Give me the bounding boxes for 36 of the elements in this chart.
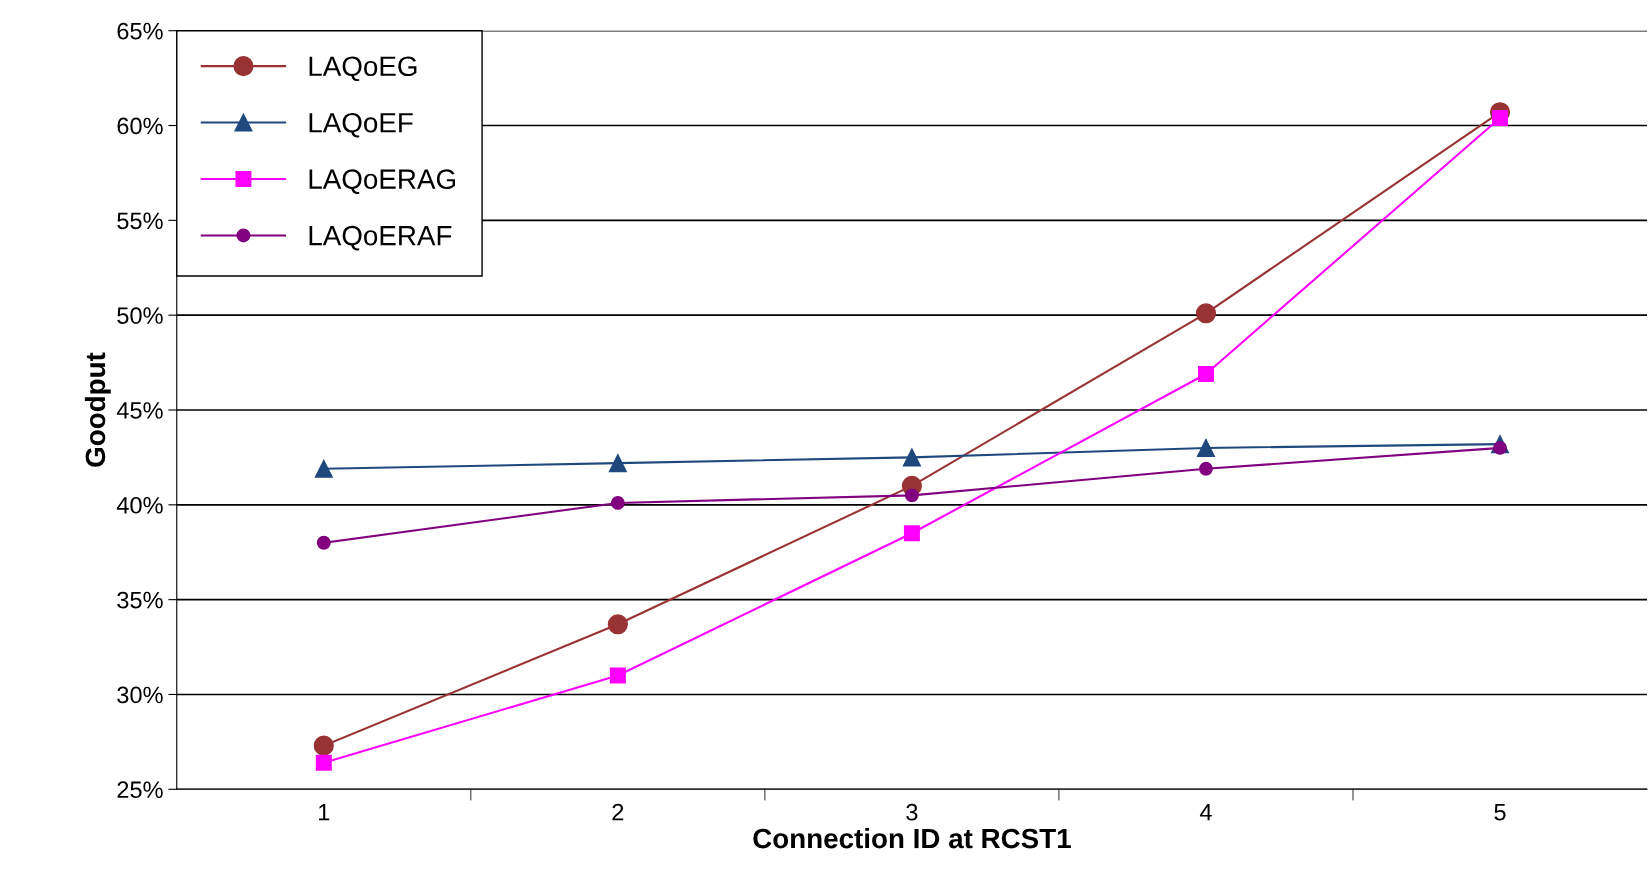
point — [904, 488, 919, 503]
point — [608, 454, 627, 473]
x-tick-label: 5 — [1494, 804, 1506, 821]
y-tick-label: 25% — [117, 781, 163, 799]
y-tick-label: 60% — [117, 117, 163, 135]
x-tick-label: 2 — [612, 803, 624, 821]
x-tick-label: 4 — [1199, 804, 1212, 821]
point — [902, 448, 921, 467]
x-tick-label: 1 — [319, 804, 330, 821]
legend-label: LAQoEG — [309, 56, 417, 82]
x-tick-label: 3 — [906, 803, 918, 821]
y-tick-label: 40% — [116, 496, 163, 514]
y-tick-label: 35% — [117, 591, 163, 609]
point — [1197, 365, 1214, 382]
point — [609, 667, 626, 684]
point — [1492, 109, 1509, 126]
y-tick-label: 65% — [117, 22, 163, 40]
y-tick-label: 50% — [117, 307, 163, 324]
point — [313, 735, 334, 756]
point — [1196, 438, 1215, 457]
y-tick-label: 30% — [117, 686, 163, 704]
y-tick-label: 45% — [116, 402, 163, 419]
point — [316, 535, 331, 550]
point — [610, 495, 625, 510]
legend-label: LAQoERAG — [309, 169, 455, 194]
legend-label: LAQoEF — [309, 112, 413, 138]
legend-label: LAQoERAF — [309, 225, 452, 251]
point — [314, 459, 333, 478]
point — [315, 754, 332, 771]
point — [1199, 461, 1213, 476]
point — [903, 525, 920, 542]
point — [607, 614, 628, 635]
y-tick-label: 55% — [117, 212, 163, 230]
y-axis-title: Goodput — [84, 352, 111, 467]
x-axis-title: Connection ID at RCST1 — [753, 827, 1071, 849]
point — [1195, 303, 1217, 324]
